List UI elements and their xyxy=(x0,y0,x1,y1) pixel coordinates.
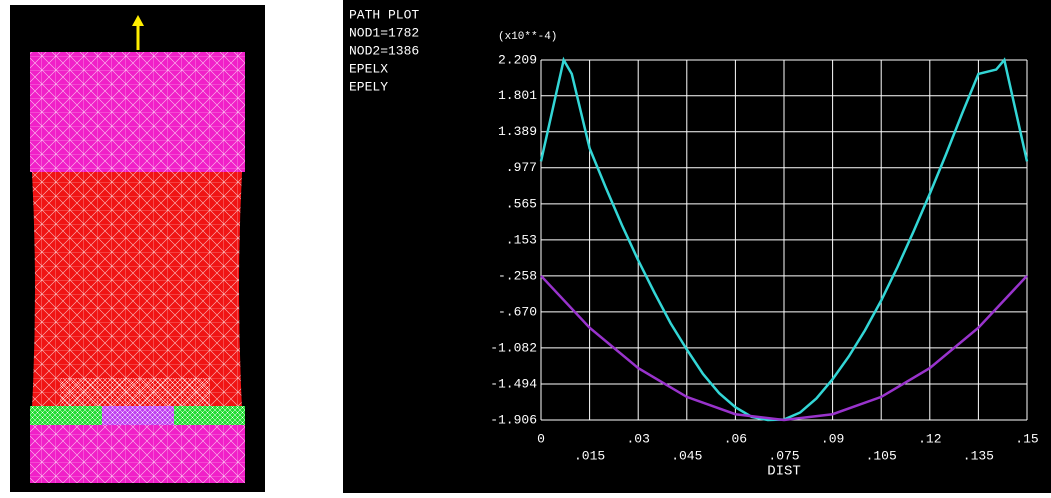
x-tick-label: .105 xyxy=(866,448,897,463)
x-tick-label: .12 xyxy=(918,431,941,446)
y-tick-label: -1.906 xyxy=(490,412,537,427)
x-tick-label: 0 xyxy=(537,431,545,446)
y-tick-label: .977 xyxy=(506,160,537,175)
legend-entry: EPELX xyxy=(349,61,388,76)
y-tick-label: 1.801 xyxy=(498,88,537,103)
y-tick-label: -.670 xyxy=(498,304,537,319)
chart-title: PATH PLOT xyxy=(349,7,419,22)
y-tick-label: -1.494 xyxy=(490,376,537,391)
y-tick-label: .565 xyxy=(506,196,537,211)
x-tick-label: .03 xyxy=(626,431,649,446)
x-tick-label: .15 xyxy=(1015,431,1038,446)
x-axis-label: DIST xyxy=(767,464,801,480)
annotation: NOD1=1782 xyxy=(349,25,419,40)
x-tick-label: .015 xyxy=(574,448,605,463)
screen: PATH PLOT NOD1=1782 NOD2=1386 (x10**-4) … xyxy=(0,0,1051,493)
annotation: NOD2=1386 xyxy=(349,43,419,58)
y-tick-label: .153 xyxy=(506,232,537,247)
y-tick-label: 2.209 xyxy=(498,52,537,67)
y-tick-label: -1.082 xyxy=(490,340,537,355)
y-multiplier: (x10**-4) xyxy=(498,31,557,43)
y-tick-label: 1.389 xyxy=(498,124,537,139)
y-tick-label: -.258 xyxy=(498,268,537,283)
x-tick-label: .075 xyxy=(768,448,799,463)
x-tick-label: .09 xyxy=(821,431,844,446)
x-tick-label: .135 xyxy=(963,448,994,463)
x-tick-label: .045 xyxy=(671,448,702,463)
model-view xyxy=(10,5,265,492)
x-tick-label: .06 xyxy=(724,431,747,446)
plot-panel xyxy=(343,0,1051,493)
legend-entry: EPELY xyxy=(349,79,388,94)
